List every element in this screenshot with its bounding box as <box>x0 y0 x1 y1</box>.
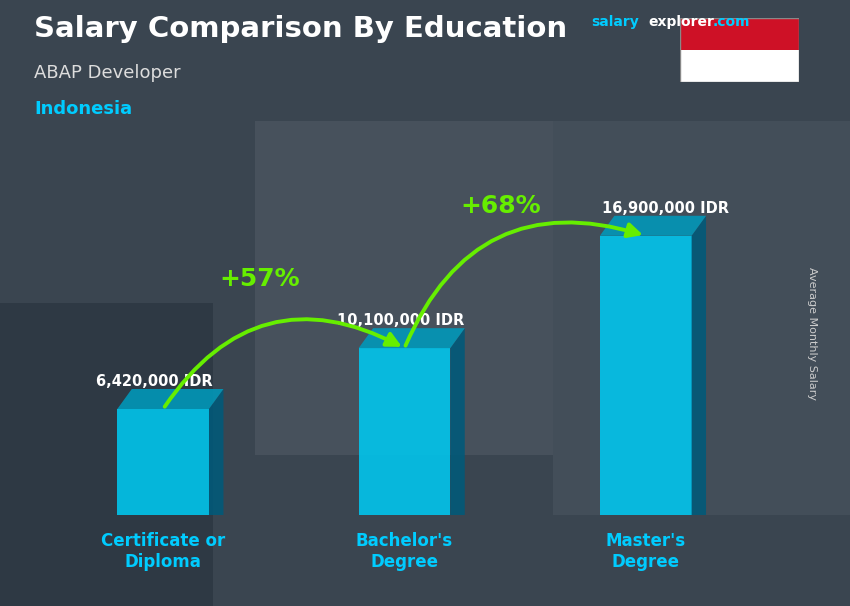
Polygon shape <box>692 216 706 515</box>
Polygon shape <box>209 389 224 515</box>
Polygon shape <box>117 409 209 515</box>
Text: explorer: explorer <box>649 15 714 29</box>
Bar <box>255 121 552 454</box>
Text: ABAP Developer: ABAP Developer <box>34 64 180 82</box>
Polygon shape <box>359 328 465 348</box>
Text: .com: .com <box>712 15 750 29</box>
Text: Indonesia: Indonesia <box>34 100 132 118</box>
FancyBboxPatch shape <box>680 18 799 82</box>
Polygon shape <box>600 236 692 515</box>
Polygon shape <box>600 216 706 236</box>
Bar <box>552 121 850 515</box>
Bar <box>0 303 212 606</box>
Text: +57%: +57% <box>219 267 300 291</box>
Text: +68%: +68% <box>461 195 541 218</box>
Text: salary: salary <box>591 15 638 29</box>
Text: Average Monthly Salary: Average Monthly Salary <box>807 267 817 400</box>
Polygon shape <box>450 328 465 515</box>
Polygon shape <box>359 348 450 515</box>
Bar <box>680 50 799 82</box>
Bar <box>680 18 799 50</box>
Text: Salary Comparison By Education: Salary Comparison By Education <box>34 15 567 43</box>
Text: 16,900,000 IDR: 16,900,000 IDR <box>603 201 729 216</box>
Text: 6,420,000 IDR: 6,420,000 IDR <box>95 374 212 389</box>
Polygon shape <box>117 389 224 409</box>
Text: 10,100,000 IDR: 10,100,000 IDR <box>337 313 464 328</box>
